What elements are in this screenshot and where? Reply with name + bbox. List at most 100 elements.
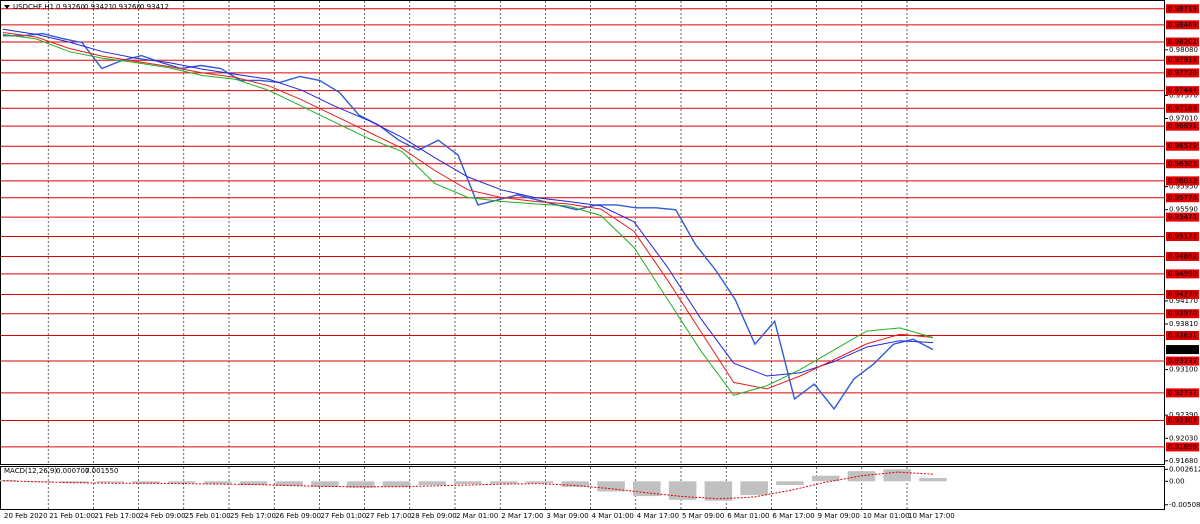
symbol: USDCHF,H1 (13, 3, 54, 11)
time-label: 2 Mar 01:00 (456, 512, 498, 520)
level-label: 0.96579 (1168, 142, 1197, 150)
time-label: 6 Mar 17:00 (772, 512, 814, 520)
level-label: 0.92737 (1168, 389, 1197, 397)
time-label: 2 Mar 17:00 (501, 512, 543, 520)
level-label: 0.94590 (1168, 270, 1197, 278)
macd-bar (561, 481, 590, 487)
y-tick-label: -0.005087 (1169, 501, 1200, 509)
level-label: 0.93233 (1168, 357, 1197, 365)
macd-bar (275, 481, 303, 486)
y-tick-label: 0.92390 (1169, 411, 1198, 419)
moving-average (2, 32, 934, 390)
level-label-box (1166, 193, 1199, 203)
macd-readout: 0.000707 (56, 467, 89, 475)
macd-bar (633, 481, 661, 497)
macd-title: MACD(12,26,9) (4, 467, 57, 475)
level-label-box (1166, 356, 1199, 366)
macd-bar (704, 481, 733, 501)
time-label: 25 Feb 17:00 (230, 512, 276, 520)
level-label: 0.98719 (1168, 5, 1197, 13)
level-label-box (1166, 309, 1199, 319)
ohlc-open: 0.93260 (56, 3, 85, 11)
macd-bar (346, 481, 375, 488)
level-label-box (1166, 289, 1199, 299)
time-label: 27 Feb 17:00 (366, 512, 412, 520)
menu-arrow[interactable] (4, 5, 10, 9)
time-label: 3 Mar 09:00 (546, 512, 588, 520)
macd-readout: 0.001550 (85, 467, 118, 475)
level-label-box (1166, 159, 1199, 169)
level-label-box (1166, 37, 1199, 47)
level-label-box (1166, 86, 1199, 96)
level-label: 0.97918 (1168, 56, 1197, 64)
macd-bar (883, 469, 912, 482)
macd-bar (489, 481, 518, 484)
ohlc-high: 0.93421 (84, 3, 113, 11)
time-label: 10 Mar 01:00 (863, 512, 910, 520)
time-label: 28 Feb 09:00 (411, 512, 457, 520)
level-label-box (1166, 141, 1199, 151)
macd-bar (811, 475, 840, 482)
macd-bar (776, 481, 804, 485)
time-label: 25 Feb 01:00 (185, 512, 231, 520)
level-label-box (1166, 68, 1199, 78)
level-label-box (1166, 4, 1199, 14)
time-label: 6 Mar 01:00 (727, 512, 769, 520)
y-tick-label: 0.93100 (1169, 366, 1198, 374)
level-label: 0.92307 (1168, 417, 1197, 425)
macd-frame (0, 466, 1165, 510)
level-label: 0.94270 (1168, 290, 1197, 298)
level-label: 0.97720 (1168, 69, 1197, 77)
y-tick-label: 0.91680 (1169, 457, 1198, 465)
ohlc-low: 0.93260 (112, 3, 141, 11)
macd-bar (740, 481, 768, 496)
current-price-box (1166, 345, 1199, 355)
macd-bar (132, 481, 160, 484)
y-tick-label: 0.00 (1169, 477, 1185, 485)
level-label: 0.91896 (1168, 443, 1197, 451)
y-tick-label: 0.97010 (1169, 115, 1198, 123)
main-frame (0, 0, 1165, 465)
y-tick-label: 0.94170 (1169, 297, 1198, 305)
macd-bar (919, 478, 947, 482)
level-label: 0.93631 (1168, 332, 1197, 340)
y-tick-label: 0.002612 (1169, 465, 1200, 473)
time-label: 4 Mar 01:00 (592, 512, 634, 520)
current-price-label: 0.93412 (1168, 346, 1197, 354)
y-tick-label: 0.92030 (1169, 434, 1198, 442)
level-label-box (1166, 388, 1199, 398)
level-label-box (1166, 103, 1199, 113)
level-label-box (1166, 212, 1199, 222)
y-tick-label: 0.97370 (1169, 91, 1198, 99)
macd-bar (203, 481, 232, 485)
time-label: 26 Feb 09:00 (275, 512, 321, 520)
ohlc-close: 0.93412 (140, 3, 169, 11)
level-label-box (1166, 442, 1199, 452)
time-label: 24 Feb 09:00 (140, 512, 186, 520)
macd-bar (454, 481, 482, 485)
level-label-box (1166, 331, 1199, 341)
macd-bar (418, 481, 447, 485)
macd-bar (382, 481, 411, 487)
macd-signal (2, 471, 934, 500)
macd-bar (597, 481, 625, 492)
macd-bar (239, 481, 268, 485)
level-label: 0.97169 (1168, 104, 1197, 112)
level-label: 0.95475 (1168, 213, 1197, 221)
y-tick-label: 0.93810 (1169, 320, 1198, 328)
y-tick-label: 0.95950 (1169, 183, 1198, 191)
level-label-box (1166, 55, 1199, 65)
level-label-box (1166, 416, 1199, 426)
level-label: 0.96039 (1168, 177, 1197, 185)
time-label: 5 Mar 09:00 (682, 512, 724, 520)
macd-bar (168, 481, 196, 484)
moving-average (2, 33, 934, 396)
level-label: 0.93970 (1168, 310, 1197, 318)
level-label-box (1166, 176, 1199, 186)
level-label: 0.94862 (1168, 252, 1197, 260)
moving-average (2, 28, 934, 377)
level-label-box (1166, 251, 1199, 261)
macd-bar (96, 481, 125, 483)
time-label: 9 Mar 09:00 (818, 512, 860, 520)
level-label-box (1166, 232, 1199, 242)
